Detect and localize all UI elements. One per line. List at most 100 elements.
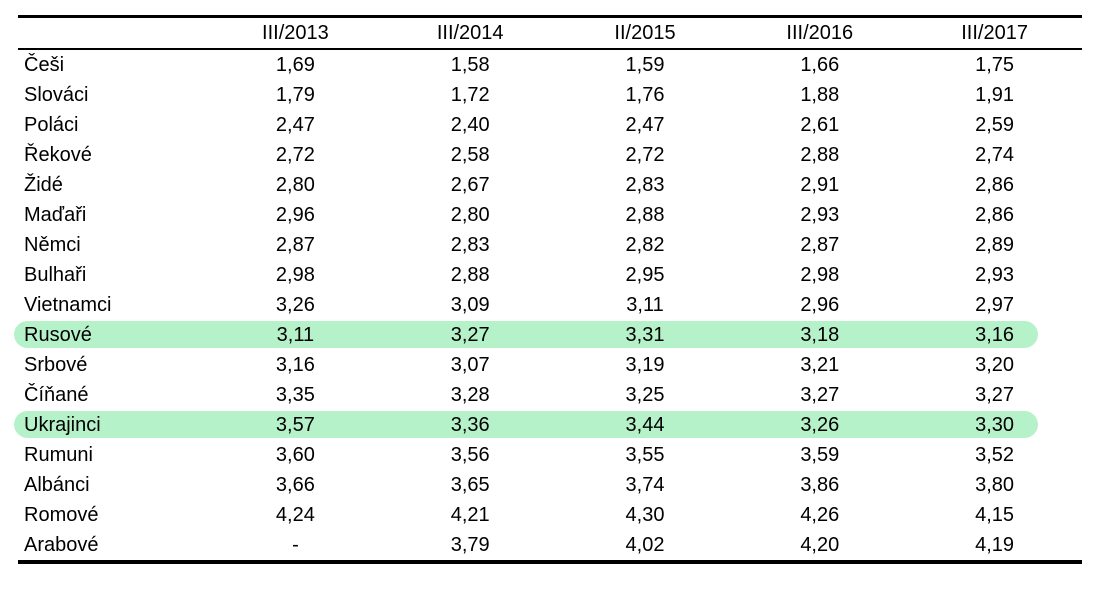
cell-value: 2,91 — [800, 174, 840, 196]
cell-value: 2,80 — [450, 204, 490, 226]
cell-value: 3,66 — [275, 474, 315, 496]
table-body: Češi 1,69 1,58 1,59 1,66 1,75 Slováci 1,79 1,72 1… — [14, 50, 1082, 560]
cell-value: 4,19 — [975, 534, 1015, 556]
cell-value: 2,97 — [975, 294, 1015, 316]
cell-value: 2,87 — [800, 234, 840, 256]
row-label: Rumuni — [24, 444, 93, 466]
table-row: Slováci 1,79 1,72 1,76 1,88 1,91 — [18, 80, 1082, 110]
cell-value: 3,28 — [450, 384, 490, 406]
table-row: Vietnamci 3,26 3,09 3,11 2,96 2,97 — [18, 290, 1082, 320]
cell-value: 3,09 — [450, 294, 490, 316]
cell-value: 3,56 — [450, 444, 490, 466]
table-row: Bulhaři 2,98 2,88 2,95 2,98 2,93 — [18, 260, 1082, 290]
table-row: Židé 2,80 2,67 2,83 2,91 2,86 — [18, 170, 1082, 200]
row-label: Vietnamci — [24, 294, 112, 316]
table-row: Maďaři 2,96 2,80 2,88 2,93 2,86 — [18, 200, 1082, 230]
row-label: Maďaři — [24, 204, 87, 226]
cell-value: 2,86 — [975, 204, 1015, 226]
cell-value: 3,59 — [800, 444, 840, 466]
cell-value: 2,88 — [450, 264, 490, 286]
cell-value: 3,18 — [800, 324, 840, 346]
cell-value: 2,47 — [275, 114, 315, 136]
row-label: Češi — [24, 54, 65, 76]
column-header: III/2013 — [262, 22, 329, 44]
row-label: Židé — [24, 174, 63, 196]
row-label: Srbové — [24, 354, 88, 376]
table-row: Češi 1,69 1,58 1,59 1,66 1,75 — [18, 50, 1082, 80]
cell-value: 3,36 — [450, 414, 490, 436]
cell-value: 2,89 — [975, 234, 1015, 256]
cell-value: 3,19 — [625, 354, 665, 376]
column-header: III/2016 — [786, 22, 854, 44]
cell-value: 1,76 — [625, 84, 665, 106]
table-row: Číňané 3,35 3,28 3,25 3,27 3,27 — [18, 380, 1082, 410]
cell-value: 2,83 — [450, 234, 490, 256]
cell-value: 3,55 — [625, 444, 665, 466]
row-label: Slováci — [24, 84, 89, 106]
cell-value: 3,27 — [975, 384, 1015, 406]
cell-value: 4,15 — [975, 504, 1015, 526]
cell-value: 3,16 — [975, 324, 1015, 346]
column-header: III/2017 — [961, 22, 1028, 44]
cell-value: 3,30 — [975, 414, 1015, 436]
cell-value: 2,74 — [975, 144, 1015, 166]
row-label: Řekové — [24, 144, 92, 166]
cell-value: 3,79 — [450, 534, 490, 556]
table-row: Poláci 2,47 2,40 2,47 2,61 2,59 — [18, 110, 1082, 140]
cell-value: 2,58 — [450, 144, 490, 166]
cell-value: 3,57 — [275, 414, 315, 436]
table-row-highlighted: Ukrajinci 3,57 3,36 3,44 3,26 3,30 — [14, 410, 1082, 440]
table-row-highlighted: Rusové 3,11 3,27 3,31 3,18 3,16 — [14, 320, 1082, 350]
cell-value: 1,91 — [975, 84, 1015, 106]
row-label: Číňané — [24, 384, 89, 406]
cell-value: 3,26 — [800, 414, 840, 436]
cell-value: 2,93 — [975, 264, 1015, 286]
table-row: Albánci 3,66 3,65 3,74 3,86 3,80 — [18, 470, 1082, 500]
cell-value: 3,86 — [800, 474, 840, 496]
row-label: Rusové — [24, 324, 92, 346]
row-label: Albánci — [24, 474, 90, 496]
cell-value: 3,21 — [800, 354, 840, 376]
cell-value: 2,72 — [275, 144, 315, 166]
cell-value: 1,79 — [275, 84, 315, 106]
cell-value: 2,86 — [975, 174, 1015, 196]
cell-value: 2,67 — [450, 174, 490, 196]
cell-value: 2,83 — [625, 174, 665, 196]
cell-value: 2,98 — [275, 264, 315, 286]
row-label: Romové — [24, 504, 99, 526]
cell-value: 3,80 — [975, 474, 1015, 496]
table-row: Srbové 3,16 3,07 3,19 3,21 3,20 — [18, 350, 1082, 380]
table-header-row: III/2013 III/2014 II/2015 III/2016 III/2017 — [18, 15, 1082, 50]
cell-value: 3,07 — [450, 354, 490, 376]
cell-value: 3,11 — [276, 324, 315, 346]
column-header: II/2015 — [614, 22, 676, 44]
cell-value: 4,30 — [625, 504, 665, 526]
cell-value: 3,35 — [275, 384, 315, 406]
cell-value: 1,69 — [275, 54, 315, 76]
cell-value: 2,87 — [275, 234, 315, 256]
cell-value: 2,61 — [800, 114, 840, 136]
row-label: Arabové — [24, 534, 99, 556]
social-distance-table: III/2013 III/2014 II/2015 III/2016 III/2017 … — [14, 15, 1082, 564]
cell-value: 4,02 — [625, 534, 665, 556]
table-row: Rumuni 3,60 3,56 3,55 3,59 3,52 — [18, 440, 1082, 470]
cell-value: 1,72 — [450, 84, 490, 106]
cell-value: 2,82 — [625, 234, 665, 256]
cell-value: 1,66 — [800, 54, 840, 76]
cell-value: 2,98 — [800, 264, 840, 286]
cell-value: 3,31 — [625, 324, 665, 346]
cell-value: 2,59 — [975, 114, 1015, 136]
cell-value: 3,60 — [275, 444, 315, 466]
cell-value: 4,21 — [450, 504, 490, 526]
cell-value: 3,20 — [975, 354, 1015, 376]
cell-value: 2,40 — [450, 114, 490, 136]
cell-value: 2,47 — [625, 114, 665, 136]
cell-value: 3,26 — [275, 294, 315, 316]
cell-value: 1,59 — [625, 54, 665, 76]
cell-value: 1,58 — [450, 54, 490, 76]
cell-value: 3,44 — [625, 414, 665, 436]
cell-value: 2,80 — [275, 174, 315, 196]
table-row: Řekové 2,72 2,58 2,72 2,88 2,74 — [18, 140, 1082, 170]
table-row: Arabové - 3,79 4,02 4,20 4,19 — [18, 530, 1082, 560]
cell-value: 2,88 — [800, 144, 840, 166]
